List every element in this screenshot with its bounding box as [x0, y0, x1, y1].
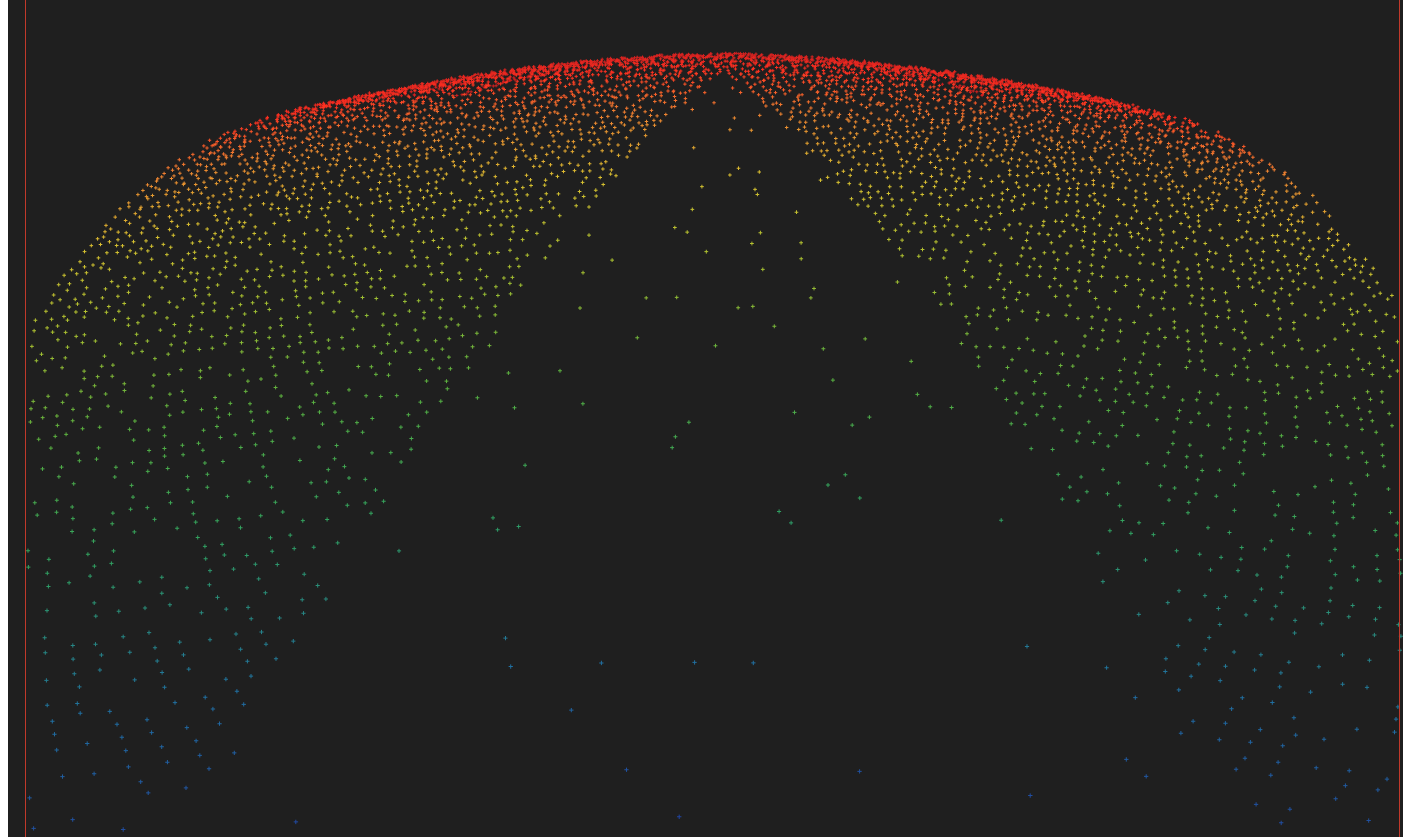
point-cloud-band: [70, 463, 1400, 525]
render-viewport[interactable]: [8, 0, 1403, 837]
point-cloud-band: [31, 324, 1384, 404]
point-cloud-band: [103, 158, 1334, 234]
point-cloud-canvas[interactable]: [8, 0, 1403, 837]
point-cloud-band: [26, 496, 1402, 570]
point-cloud-band: [127, 133, 1319, 205]
point-cloud-band: [32, 434, 1358, 505]
point-cloud-band: [56, 207, 1379, 287]
point-cloud-band: [44, 639, 1321, 683]
point-cloud-band: [43, 295, 1400, 373]
point-cloud-band: [207, 82, 1235, 146]
left-edge-guide-line: [25, 0, 26, 837]
point-cloud-band: [48, 378, 1385, 451]
point-cloud-points: [26, 51, 1403, 832]
point-cloud-band: [29, 335, 1385, 411]
point-cloud-band: [123, 708, 1285, 753]
point-cloud-band: [62, 202, 1373, 278]
point-cloud-band: [145, 116, 1294, 187]
point-cloud-band: [50, 256, 1385, 335]
point-cloud-band: [51, 219, 1394, 298]
point-cloud-band: [254, 69, 1200, 127]
point-cloud-band: [113, 145, 1332, 219]
point-cloud-band: [76, 392, 1385, 458]
point-cloud-band: [226, 75, 1220, 135]
point-cloud-band: [82, 321, 1352, 381]
point-cloud-band: [156, 112, 1290, 181]
point-cloud-band: [166, 102, 1274, 170]
point-cloud-band: [293, 819, 299, 825]
point-cloud-band: [50, 660, 1399, 724]
point-cloud-band: [28, 343, 1392, 424]
point-cloud-band: [89, 170, 1351, 248]
point-cloud-band: [233, 71, 1196, 133]
point-cloud-band: [52, 695, 1397, 737]
point-cloud-band: [218, 78, 1227, 141]
point-cloud-band: [36, 368, 1379, 442]
point-cloud-band: [44, 230, 1367, 314]
point-cloud-band: [34, 286, 1395, 363]
point-cloud-band: [256, 66, 1192, 125]
point-cloud-band: [71, 420, 1391, 491]
point-cloud-band: [187, 94, 1252, 160]
point-cloud-band: [121, 793, 1284, 832]
point-cloud-band: [146, 774, 1338, 801]
point-cloud-band: [141, 123, 1298, 193]
point-cloud-band: [95, 166, 1340, 241]
point-cloud-band: [265, 63, 1177, 121]
point-cloud-band: [45, 509, 1403, 576]
point-cloud-band: [177, 98, 1264, 163]
point-cloud-band: [43, 611, 1402, 655]
point-cloud-band: [315, 56, 1131, 109]
point-cloud-band: [42, 596, 1403, 640]
point-cloud-band: [33, 240, 1397, 323]
point-cloud-band: [118, 140, 1327, 214]
point-cloud-band: [93, 579, 1401, 627]
point-cloud-band: [44, 567, 1382, 613]
point-cloud-band: [60, 750, 1390, 782]
point-cloud-band: [82, 304, 1392, 379]
point-cloud-band: [46, 520, 1382, 589]
point-cloud-band: [39, 280, 1381, 356]
point-cloud-band: [82, 178, 1346, 254]
point-cloud-band: [78, 184, 1368, 264]
point-cloud-band: [104, 151, 1305, 228]
point-cloud-band: [55, 359, 1394, 428]
point-cloud-band: [56, 410, 1370, 479]
point-cloud-band: [30, 267, 1400, 349]
point-cloud-band: [71, 629, 1372, 663]
point-cloud-band: [27, 757, 1380, 801]
point-cloud-band: [202, 85, 1246, 149]
point-cloud-band: [677, 814, 682, 819]
point-cloud-band: [32, 249, 1378, 333]
point-cloud-band: [69, 192, 1376, 272]
point-cloud-band: [35, 445, 1393, 518]
point-cloud-band: [26, 483, 1400, 553]
point-cloud-band: [45, 665, 1400, 709]
point-cloud-band: [162, 107, 1287, 176]
point-cloud-band: [49, 225, 1390, 305]
point-cloud-band: [70, 472, 1399, 538]
right-edge-guide-line: [1399, 0, 1400, 837]
viewport-background: [8, 0, 1403, 837]
point-cloud-band: [77, 636, 1370, 690]
point-cloud-band: [31, 767, 1371, 831]
point-cloud-band: [136, 127, 1315, 199]
point-cloud-band: [111, 548, 1334, 590]
point-cloud-band: [40, 401, 1386, 471]
point-cloud-band: [54, 719, 1327, 753]
